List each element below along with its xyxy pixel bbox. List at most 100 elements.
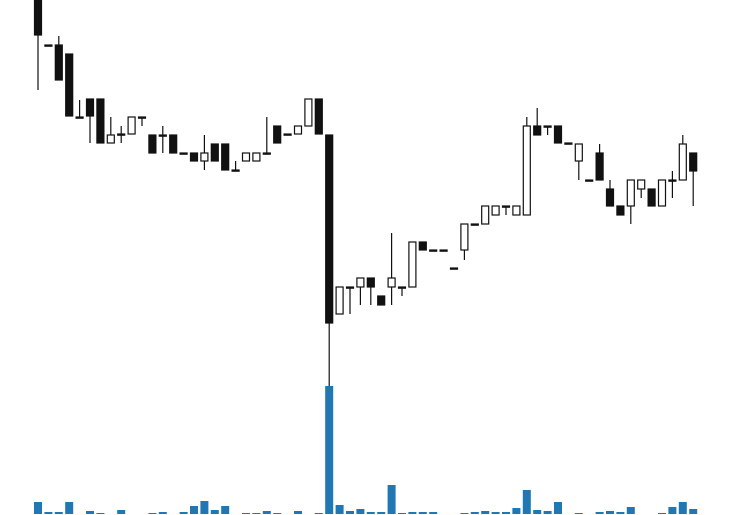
candle-body xyxy=(117,133,126,136)
volume-bar xyxy=(96,513,105,514)
volume-bar xyxy=(554,502,562,514)
candle-body xyxy=(325,134,334,324)
candle-body xyxy=(408,241,417,288)
volume-bar xyxy=(314,513,323,514)
volume-bar xyxy=(346,511,354,514)
candle-body xyxy=(158,134,167,137)
candle-body xyxy=(689,152,698,172)
volume-bar xyxy=(179,512,188,514)
volume-bar xyxy=(481,511,490,514)
volume-bar xyxy=(470,512,479,514)
volume-bar xyxy=(502,512,510,514)
candle-body xyxy=(564,142,573,145)
candle-body xyxy=(33,0,43,36)
candle-body xyxy=(678,143,687,181)
volume-bar xyxy=(460,513,469,514)
volume-bar xyxy=(387,485,396,514)
volume-bar xyxy=(512,508,521,514)
candle-body xyxy=(543,125,552,128)
volume-bar xyxy=(200,501,209,514)
volume-bar xyxy=(543,511,552,514)
candle-body xyxy=(366,277,375,288)
candle-body xyxy=(148,134,157,154)
candle-body xyxy=(585,179,594,182)
candle-body xyxy=(481,205,490,225)
candle-body xyxy=(252,152,261,162)
candle-body xyxy=(491,205,500,216)
candle-body xyxy=(553,125,563,144)
volume-bar xyxy=(273,513,282,514)
candle-body xyxy=(262,152,271,155)
volume-bar xyxy=(356,509,365,514)
volume-bar xyxy=(626,507,635,514)
candle-body xyxy=(356,277,365,288)
candle-body xyxy=(418,241,427,251)
volume-bar xyxy=(54,512,63,514)
candle-body xyxy=(595,152,604,181)
volume-bar xyxy=(429,512,438,514)
volume-bar xyxy=(294,511,302,514)
candle-body xyxy=(179,152,188,155)
volume-bar xyxy=(210,510,219,514)
volume-bar xyxy=(689,509,698,514)
candle-body xyxy=(231,169,240,172)
candle-body xyxy=(574,143,583,162)
volume-bar xyxy=(491,512,500,514)
candle-body xyxy=(169,134,178,154)
candle-body xyxy=(616,205,625,216)
volume-bar xyxy=(668,507,677,514)
volume-bar xyxy=(325,386,334,514)
candle-body xyxy=(96,98,105,144)
candle-body xyxy=(668,179,677,182)
volume-bar xyxy=(221,506,230,514)
candle-body xyxy=(75,116,84,119)
candle-body xyxy=(293,125,303,135)
volume-bar xyxy=(65,502,74,514)
candle-body xyxy=(605,188,615,207)
volume-bar xyxy=(522,490,531,514)
candle-body xyxy=(657,179,667,207)
candle-body xyxy=(314,98,323,135)
candle-body xyxy=(106,134,115,144)
candle-body xyxy=(377,295,386,306)
candle-body xyxy=(137,116,147,119)
volume-bar xyxy=(408,512,417,514)
volume-bar xyxy=(262,511,271,514)
candle-body xyxy=(85,98,95,117)
volume-bar xyxy=(44,512,53,514)
candle-body xyxy=(241,152,251,162)
candle-body xyxy=(637,179,646,190)
candle-body xyxy=(501,205,511,208)
candle-body xyxy=(397,286,407,289)
candle-body xyxy=(283,133,292,136)
candle-body xyxy=(429,249,438,252)
candle-body xyxy=(200,152,209,162)
candle-body xyxy=(54,44,63,81)
volume-bar xyxy=(398,513,406,514)
volume-bar xyxy=(377,512,386,514)
candle-body xyxy=(304,98,313,127)
volume-bar xyxy=(678,502,687,514)
candle-body xyxy=(127,116,136,135)
candle-body xyxy=(210,143,219,162)
volume-bar xyxy=(616,512,625,514)
volume-bar xyxy=(606,511,614,514)
candle-body xyxy=(512,205,521,216)
candle-body xyxy=(533,125,542,136)
candle-body xyxy=(44,44,53,47)
candle-body xyxy=(626,179,635,207)
candle-body xyxy=(65,53,74,117)
candle-body xyxy=(449,267,459,270)
volume-bar xyxy=(595,512,604,514)
volume-bar xyxy=(574,513,583,514)
candle-body xyxy=(387,277,396,288)
candle-body xyxy=(221,143,230,171)
volume-bar xyxy=(658,513,666,514)
volume-bar xyxy=(190,506,198,514)
candle-body xyxy=(273,125,282,144)
volume-bar xyxy=(366,512,375,514)
candle-body xyxy=(647,188,656,207)
candle-body xyxy=(439,249,448,252)
